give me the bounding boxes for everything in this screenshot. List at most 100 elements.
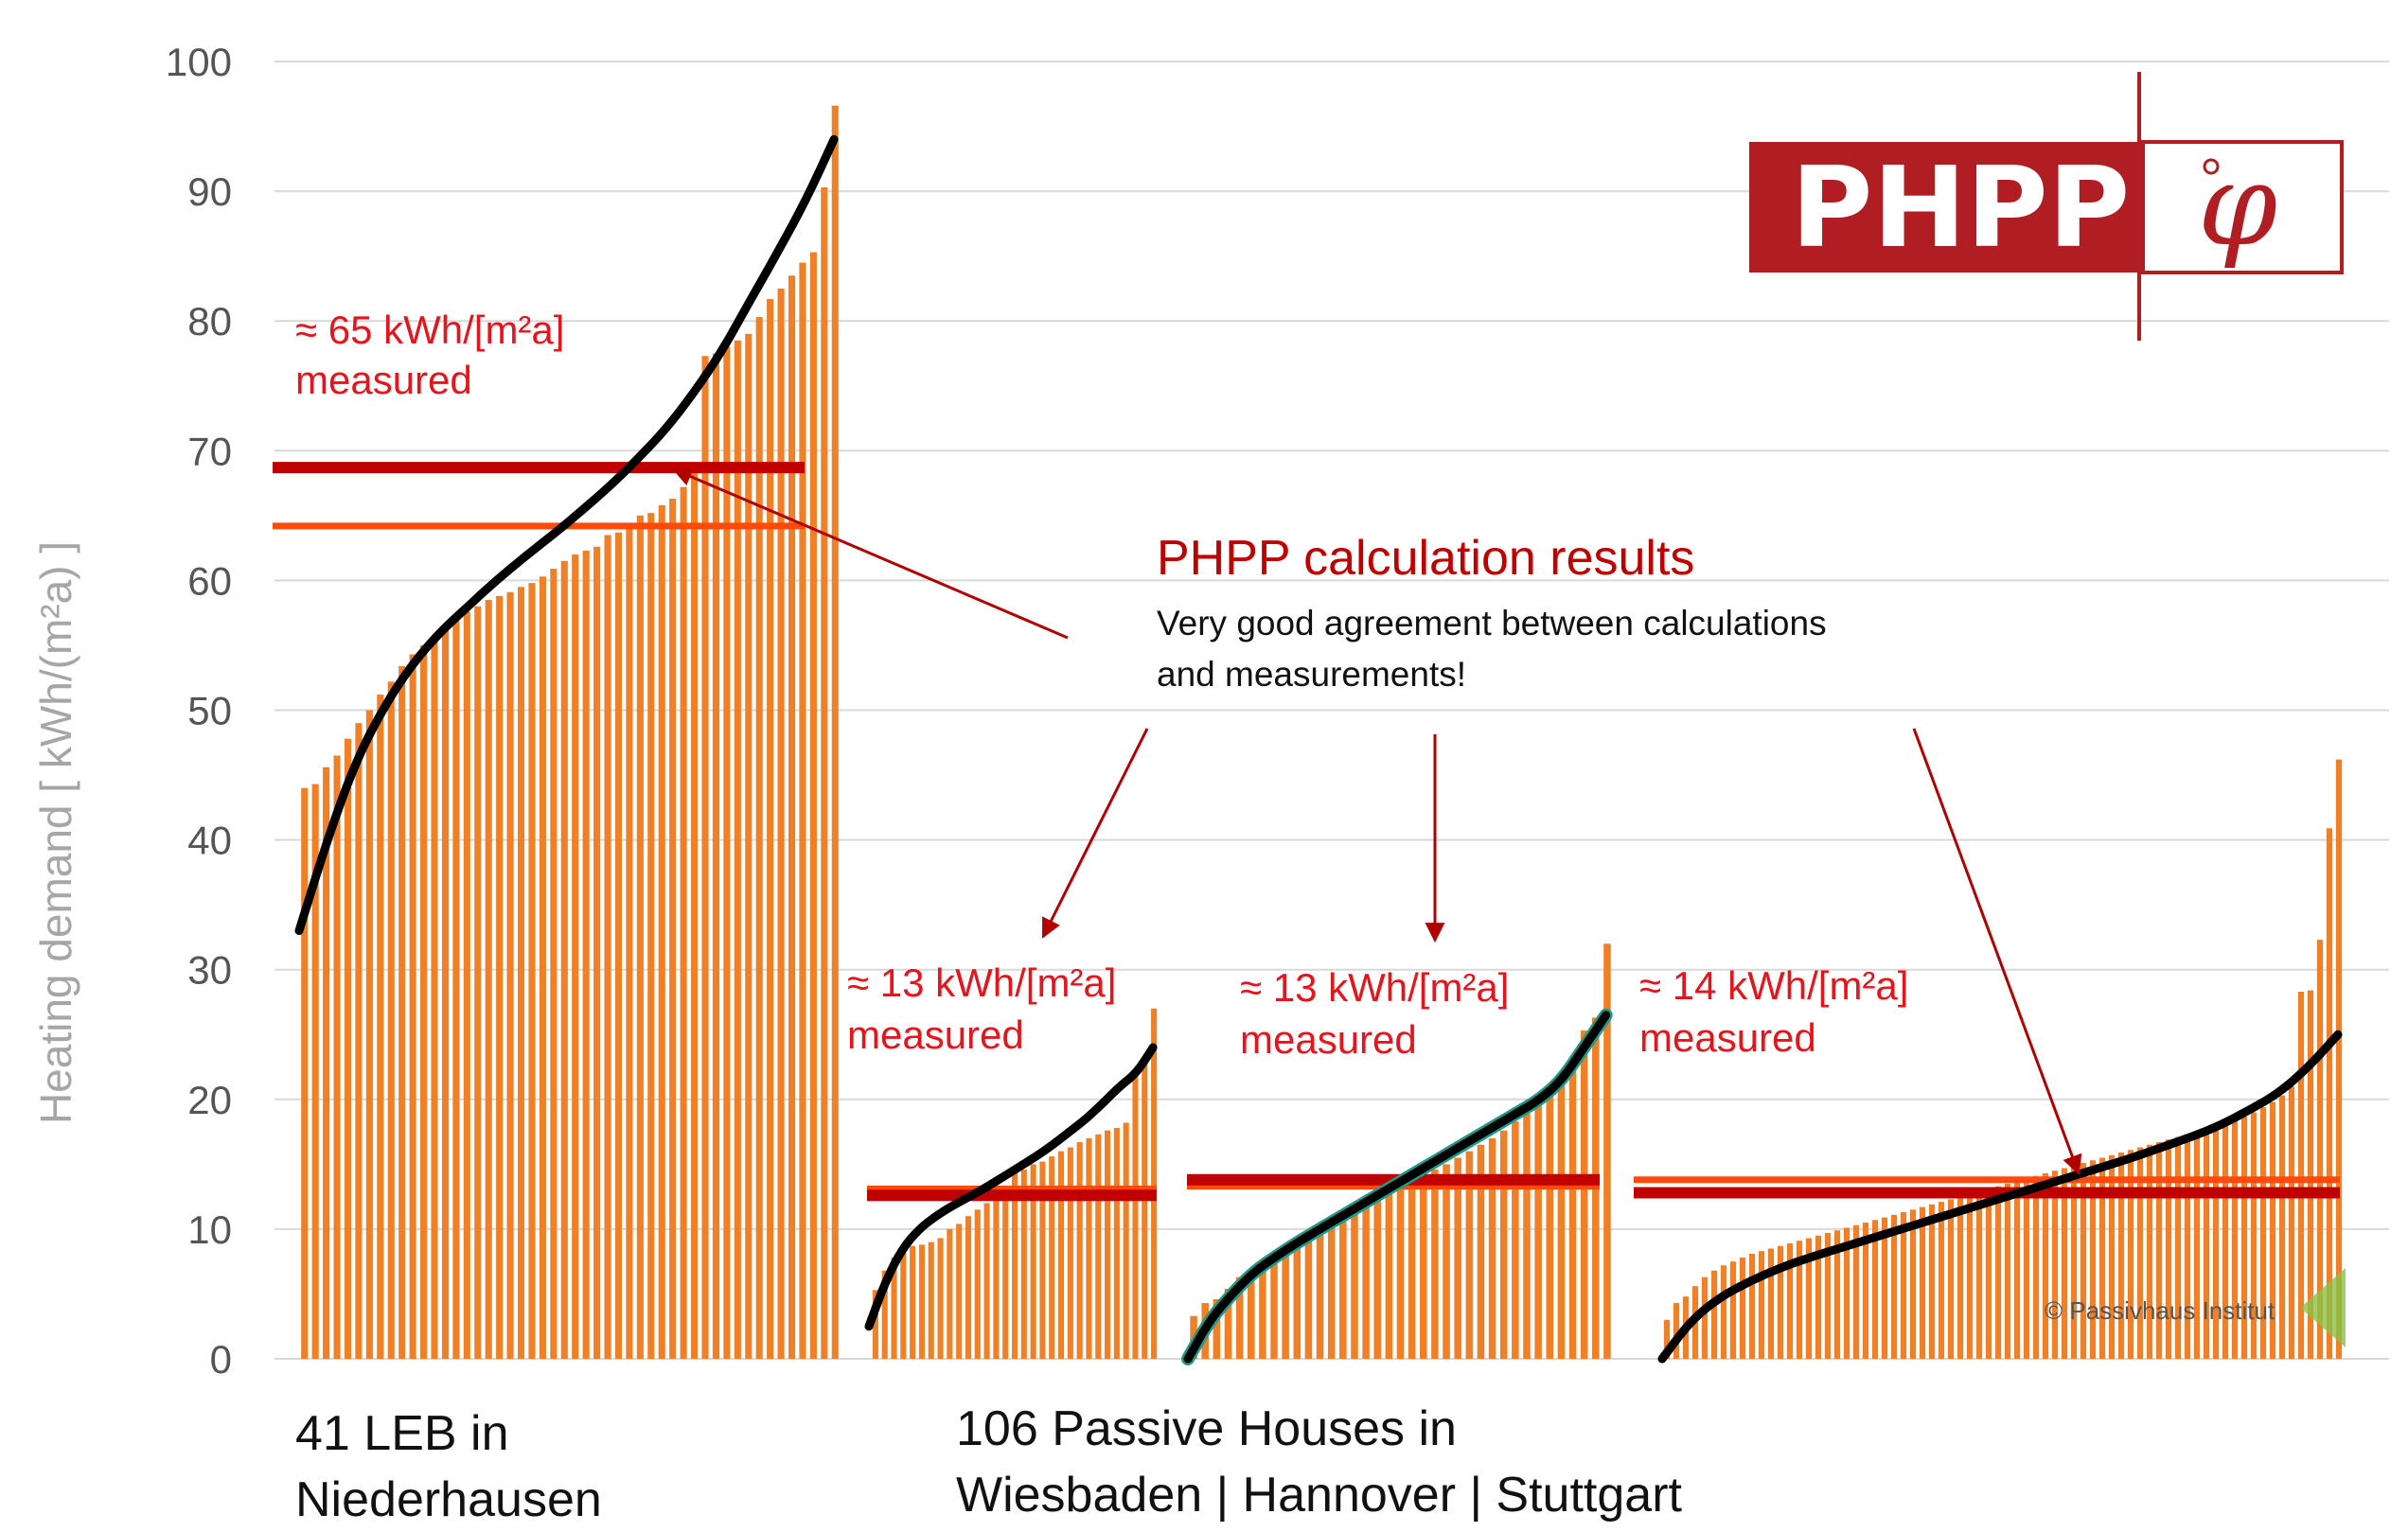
y-tick-label-40: 40 [187, 819, 232, 863]
bar-ph3-25 [1890, 1214, 1898, 1359]
bar-ph2-16 [1362, 1206, 1370, 1359]
bar-ph3-40 [2032, 1175, 2040, 1359]
bar-ph3-22 [1862, 1223, 1869, 1359]
y-axis-ticks: 0 10 20 30 40 50 60 70 80 90 100 [166, 40, 232, 1382]
bar-ph1-1 [872, 1290, 878, 1359]
y-tick-label-90: 90 [187, 169, 232, 214]
bar-leb-17 [474, 606, 482, 1359]
bar-ph1-22 [1067, 1147, 1073, 1359]
bar-ph3-64 [2259, 1107, 2267, 1359]
bar-ph2-37 [1603, 943, 1611, 1359]
bar-leb-4 [333, 755, 341, 1359]
bar-ph1-4 [900, 1249, 907, 1359]
annotation-ph2-measured: measured [1240, 1017, 1417, 1062]
bar-ph3-60 [2222, 1123, 2229, 1359]
annotation-ph3-value: ≈ 14 kWh/[m²a] [1639, 963, 1908, 1008]
bar-ph2-35 [1580, 1030, 1588, 1359]
bar-ph3-31 [1947, 1199, 1955, 1359]
bar-ph1-30 [1142, 1060, 1148, 1359]
bar-leb-29 [604, 535, 611, 1359]
bar-ph3-7 [1720, 1265, 1727, 1359]
bar-ph3-52 [2146, 1144, 2153, 1359]
bar-leb-20 [506, 591, 514, 1359]
y-tick-label-70: 70 [187, 429, 232, 473]
bar-ph1-28 [1123, 1122, 1129, 1359]
bar-ph2-28 [1499, 1130, 1508, 1359]
arrow-to-ph1 [1041, 728, 1149, 939]
bar-leb-40 [723, 346, 731, 1359]
bar-leb-47 [799, 262, 806, 1359]
phpp-logo: PHPP φ [1749, 72, 2344, 341]
group-label-leb-line1: 41 LEB in [295, 1406, 509, 1461]
bar-ph1-19 [1039, 1161, 1046, 1359]
annotation-ph3-measured: measured [1639, 1015, 1816, 1060]
bar-ph2-17 [1373, 1199, 1381, 1359]
bar-leb-10 [398, 665, 406, 1359]
bar-ph3-44 [2070, 1165, 2078, 1359]
y-axis-label: Heating demand [ kWh/(m²a) ] [31, 541, 80, 1124]
bar-ph3-37 [2004, 1183, 2011, 1359]
bar-leb-41 [734, 340, 741, 1359]
bar-ph1-9 [947, 1228, 953, 1359]
bar-ph3-57 [2193, 1132, 2201, 1359]
bar-ph2-12 [1316, 1228, 1324, 1359]
bar-ph2-4 [1224, 1288, 1232, 1359]
bar-ph2-11 [1304, 1235, 1313, 1359]
bar-ph3-14 [1786, 1242, 1794, 1359]
annotation-ph1-value: ≈ 13 kWh/[m²a] [847, 960, 1116, 1005]
bar-ph3-68 [2297, 992, 2305, 1359]
bar-ph1-16 [1011, 1172, 1018, 1359]
bar-ph2-26 [1477, 1144, 1485, 1359]
bar-ph2-31 [1534, 1101, 1542, 1359]
y-tick-label-10: 10 [187, 1207, 232, 1252]
bar-ph3-8 [1729, 1261, 1737, 1359]
bar-ph1-26 [1105, 1130, 1111, 1359]
phpp-logo-dot-icon [2203, 158, 2220, 175]
bar-ph3-16 [1805, 1238, 1813, 1359]
bar-leb-31 [626, 528, 633, 1359]
bar-ph3-50 [2127, 1150, 2134, 1359]
bar-leb-42 [745, 333, 752, 1359]
bar-ph1-31 [1151, 1008, 1158, 1359]
bar-ph2-15 [1351, 1212, 1358, 1359]
bar-ph1-25 [1095, 1134, 1102, 1359]
bar-ph3-61 [2231, 1119, 2239, 1359]
trend-curve-ph1 [864, 1043, 1158, 1331]
bar-ph1-21 [1057, 1151, 1065, 1359]
bar-leb-30 [614, 532, 623, 1359]
bar-leb-26 [572, 554, 579, 1359]
annotation-ph2-value: ≈ 13 kWh/[m²a] [1240, 965, 1509, 1010]
bar-ph3-6 [1710, 1270, 1718, 1359]
arrow-to-ph3 [1912, 728, 2082, 1175]
bar-ph2-20 [1408, 1179, 1416, 1359]
bar-leb-15 [452, 619, 460, 1359]
bar-ph3-63 [2250, 1112, 2258, 1359]
bar-leb-9 [387, 681, 395, 1359]
bar-leb-23 [539, 576, 546, 1359]
trend-curves [294, 134, 2343, 1365]
phpp-logo-text: PHPP [1791, 142, 2130, 273]
bar-ph3-11 [1758, 1251, 1765, 1359]
bar-leb-34 [658, 504, 665, 1359]
bar-ph3-12 [1767, 1248, 1775, 1359]
bar-leb-39 [712, 353, 719, 1360]
bar-leb-1 [301, 787, 309, 1359]
bar-ph2-19 [1396, 1186, 1405, 1359]
bar-ph1-29 [1132, 1072, 1139, 1359]
bar-leb-37 [691, 469, 699, 1359]
group-label-ph-line2: Wiesbaden | Hannover | Stuttgart [956, 1468, 1683, 1523]
bar-ph3-32 [1956, 1196, 1964, 1359]
bar-ph3-69 [2307, 990, 2314, 1359]
bar-ph3-58 [2203, 1129, 2210, 1359]
bar-leb-38 [701, 356, 709, 1359]
bar-ph1-12 [974, 1209, 981, 1359]
bar-ph1-11 [965, 1216, 972, 1359]
bar-leb-45 [777, 288, 785, 1359]
corner-triangle-icon [2300, 1268, 2346, 1347]
bar-ph1-14 [993, 1195, 1000, 1359]
group-label-leb-line2: Niederhausen [295, 1472, 602, 1527]
bar-ph1-13 [983, 1203, 990, 1359]
bar-ph3-46 [2089, 1160, 2097, 1359]
arrow-to-leb [672, 467, 1069, 640]
